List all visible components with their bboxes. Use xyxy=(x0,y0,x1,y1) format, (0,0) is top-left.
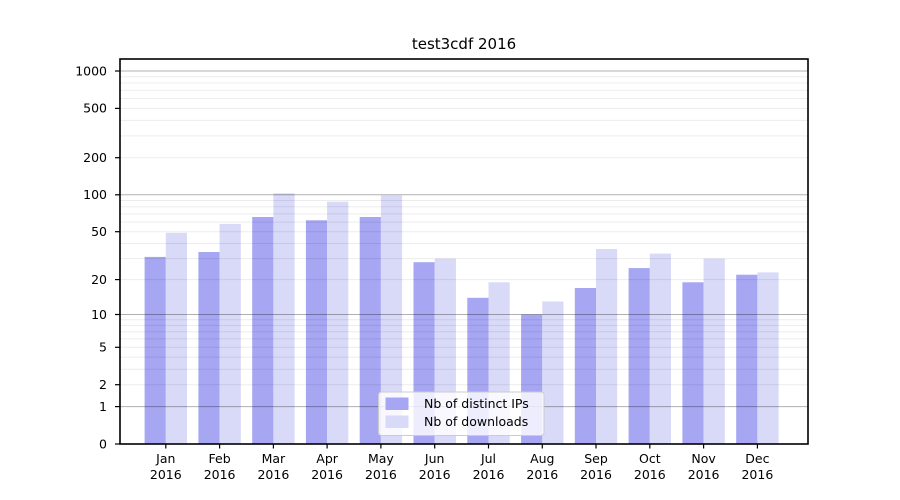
x-tick-label-month-jan: Jan xyxy=(155,451,175,466)
y-tick-label-0: 0 xyxy=(99,436,107,451)
bar-nb-of-distinct-ips-may xyxy=(359,217,381,444)
bar-nb-of-downloads-mar xyxy=(273,193,295,444)
x-tick-label-month-oct: Oct xyxy=(639,451,661,466)
bar-nb-of-distinct-ips-oct xyxy=(628,268,650,444)
y-tick-label-100: 100 xyxy=(83,187,107,202)
x-tick-label-year-feb: 2016 xyxy=(204,467,236,482)
legend-label-nb-of-downloads: Nb of downloads xyxy=(424,414,528,429)
bar-nb-of-downloads-dec xyxy=(757,272,779,444)
x-tick-label-year-apr: 2016 xyxy=(311,467,343,482)
axes-layer: 10005002001005020105210Jan2016Feb2016Mar… xyxy=(75,58,809,482)
bar-nb-of-distinct-ips-jan xyxy=(144,256,166,444)
plot-border xyxy=(119,58,809,445)
x-tick-label-year-sep: 2016 xyxy=(580,467,612,482)
x-tick-label-year-mar: 2016 xyxy=(257,467,289,482)
legend-swatch-nb-of-downloads xyxy=(385,415,409,428)
bar-nb-of-downloads-aug xyxy=(542,301,564,444)
bar-nb-of-downloads-feb xyxy=(219,223,241,444)
bar-nb-of-downloads-oct xyxy=(649,253,671,444)
chart-title: test3cdf 2016 xyxy=(412,35,516,53)
legend-swatch-nb-of-distinct-ips xyxy=(385,397,409,410)
x-tick-label-month-jun: Jun xyxy=(424,451,445,466)
x-tick-label-month-mar: Mar xyxy=(262,451,286,466)
x-tick-label-year-jul: 2016 xyxy=(473,467,505,482)
y-tick-label-1000: 1000 xyxy=(75,63,107,78)
x-tick-label-year-nov: 2016 xyxy=(688,467,720,482)
x-tick-label-month-feb: Feb xyxy=(209,451,231,466)
bar-nb-of-downloads-jan xyxy=(165,232,187,444)
bar-nb-of-distinct-ips-dec xyxy=(736,274,758,444)
x-tick-label-year-jan: 2016 xyxy=(150,467,182,482)
x-tick-label-month-aug: Aug xyxy=(530,451,554,466)
x-tick-label-month-sep: Sep xyxy=(584,451,608,466)
x-tick-label-month-dec: Dec xyxy=(745,451,769,466)
bar-nb-of-downloads-sep xyxy=(596,249,618,444)
y-tick-label-50: 50 xyxy=(91,224,107,239)
bar-nb-of-distinct-ips-nov xyxy=(682,282,704,444)
bar-nb-of-distinct-ips-apr xyxy=(305,220,328,444)
legend: Nb of distinct IPs Nb of downloads xyxy=(378,391,545,436)
x-tick-label-month-apr: Apr xyxy=(316,451,338,466)
y-tick-label-500: 500 xyxy=(83,101,107,116)
legend-box xyxy=(378,391,545,436)
x-tick-label-month-jul: Jul xyxy=(480,451,496,466)
y-tick-label-5: 5 xyxy=(99,340,107,355)
y-tick-label-20: 20 xyxy=(91,272,107,287)
bar-nb-of-downloads-apr xyxy=(327,201,349,444)
x-tick-label-year-oct: 2016 xyxy=(634,467,666,482)
bar-nb-of-distinct-ips-feb xyxy=(198,252,220,444)
x-tick-label-year-jun: 2016 xyxy=(419,467,451,482)
x-tick-label-month-nov: Nov xyxy=(691,451,716,466)
y-tick-label-1: 1 xyxy=(99,399,107,414)
legend-label-nb-of-distinct-ips: Nb of distinct IPs xyxy=(424,396,529,411)
x-tick-label-month-may: May xyxy=(368,451,394,466)
y-tick-label-200: 200 xyxy=(83,150,107,165)
bar-nb-of-downloads-may xyxy=(380,195,403,444)
bar-nb-of-distinct-ips-mar xyxy=(252,217,274,444)
x-tick-label-year-may: 2016 xyxy=(365,467,397,482)
grid-layer xyxy=(120,70,808,408)
y-tick-label-10: 10 xyxy=(91,307,107,322)
x-tick-label-year-aug: 2016 xyxy=(526,467,558,482)
y-tick-label-2: 2 xyxy=(99,377,107,392)
bar-nb-of-downloads-nov xyxy=(703,258,725,444)
bar-nb-of-distinct-ips-sep xyxy=(574,288,596,444)
x-tick-label-year-dec: 2016 xyxy=(741,467,773,482)
